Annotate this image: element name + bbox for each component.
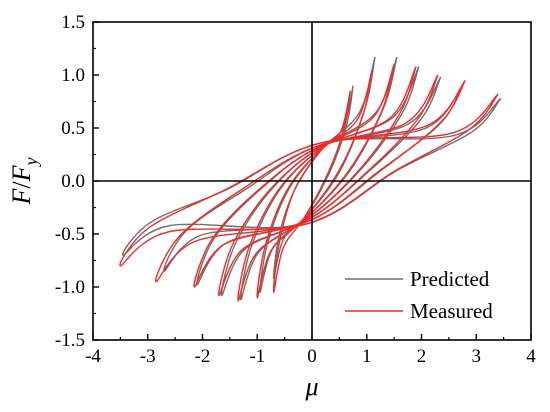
reference-lines <box>93 22 531 340</box>
y-tick-label: 0.5 <box>61 118 85 139</box>
x-tick-label: -3 <box>140 346 156 367</box>
x-tick-label: 2 <box>417 346 427 367</box>
y-axis-label-main: F <box>7 188 36 206</box>
curves-layer <box>119 56 502 302</box>
x-axis-label: μ <box>304 372 318 401</box>
x-tick-label: -2 <box>195 346 211 367</box>
hysteresis-loop-measured-3 <box>237 64 395 302</box>
ticks-layer <box>92 21 532 341</box>
series-measured <box>119 64 499 302</box>
x-tick-label: 4 <box>526 346 536 367</box>
x-tick-label: 0 <box>307 346 317 367</box>
y-tick-label: -1.0 <box>55 277 85 298</box>
y-tick-label: 0.0 <box>61 171 85 192</box>
x-tick-label: 3 <box>472 346 482 367</box>
legend-label-measured: Measured <box>410 299 493 323</box>
y-axis-label-denominator: F <box>7 164 36 182</box>
legend-label-predicted: Predicted <box>410 267 490 291</box>
hysteresis-loop-measured-7 <box>119 93 499 267</box>
x-tick-label: -4 <box>85 346 101 367</box>
hysteresis-loop-predicted-3 <box>239 56 398 301</box>
y-tick-label: -0.5 <box>55 224 85 245</box>
y-axis-label-subscript: y <box>21 157 41 167</box>
y-axis-label-slash: / <box>7 181 36 189</box>
legend: Predicted Measured <box>345 267 493 323</box>
x-tick-label: 1 <box>362 346 372 367</box>
x-tick-labels: -4 -3 -2 -1 0 1 2 3 4 <box>85 346 536 367</box>
y-tick-label: 1.5 <box>61 12 85 33</box>
y-tick-labels: -1.5 -1.0 -0.5 0.0 0.5 1.0 1.5 <box>55 12 85 351</box>
hysteresis-loop-measured-6 <box>154 79 466 283</box>
y-tick-label: 1.0 <box>61 65 85 86</box>
y-axis-label: F/Fy <box>7 157 41 205</box>
y-tick-label: -1.5 <box>55 330 85 351</box>
x-tick-label: -1 <box>249 346 265 367</box>
